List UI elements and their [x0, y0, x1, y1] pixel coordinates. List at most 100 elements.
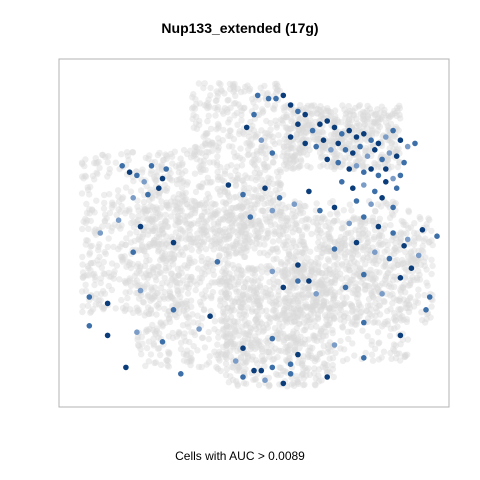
- background-cell-point: [175, 271, 182, 278]
- background-cell-point: [214, 222, 222, 229]
- background-cell-point: [145, 215, 152, 222]
- background-cell-point: [251, 292, 259, 299]
- background-cell-point: [205, 102, 212, 109]
- background-cell-point: [145, 338, 153, 345]
- background-cell-point: [181, 262, 188, 269]
- background-cell-point: [230, 100, 238, 107]
- background-cell-point: [188, 273, 195, 281]
- background-cell-point: [169, 295, 176, 302]
- background-cell-point: [169, 334, 177, 342]
- background-cell-point: [103, 215, 110, 222]
- background-cell-point: [144, 207, 151, 215]
- background-cell-point: [227, 283, 234, 290]
- background-cell-point: [267, 119, 274, 127]
- background-cell-point: [156, 211, 164, 218]
- background-cell-point: [297, 306, 304, 314]
- background-cell-point: [239, 228, 246, 235]
- background-cell-point: [278, 260, 285, 267]
- background-cell-point: [300, 238, 307, 246]
- background-cell-point: [150, 335, 157, 342]
- background-cell-point: [84, 217, 91, 224]
- background-cell-point: [297, 210, 304, 217]
- background-cell-point: [356, 265, 364, 272]
- background-cell-point: [411, 220, 418, 227]
- background-cell-point: [262, 293, 270, 300]
- background-cell-point: [226, 193, 233, 200]
- background-cell-point: [212, 201, 219, 208]
- background-cell-point: [88, 308, 95, 315]
- background-cell-point: [405, 225, 412, 232]
- background-cell-point: [134, 216, 142, 224]
- background-cell-point: [215, 355, 222, 362]
- background-cell-point: [174, 287, 181, 294]
- background-cell-point: [91, 281, 98, 289]
- background-cell-point: [101, 211, 109, 218]
- background-cell-point: [380, 225, 388, 232]
- background-cell-point: [361, 286, 369, 294]
- background-cell-point: [198, 183, 205, 191]
- background-cell-point: [179, 322, 187, 329]
- background-cell-point: [170, 254, 178, 262]
- background-cell-point: [327, 199, 334, 207]
- background-cell-point: [317, 327, 325, 335]
- background-cell-point: [139, 233, 146, 241]
- background-cell-point: [200, 295, 207, 302]
- background-cell-point: [221, 188, 228, 195]
- background-cell-point: [176, 218, 183, 225]
- background-cell-point: [292, 256, 299, 263]
- background-cell-point: [349, 318, 356, 325]
- background-cell-point: [250, 376, 257, 383]
- background-cell-point: [339, 239, 346, 247]
- background-cell-point: [417, 215, 424, 223]
- background-cell-point: [98, 303, 106, 310]
- background-cell-point: [326, 319, 334, 327]
- background-cell-point: [188, 105, 196, 112]
- background-cell-point: [301, 326, 309, 334]
- background-cell-point: [182, 300, 189, 307]
- background-cell-point: [292, 220, 299, 228]
- background-cell-point: [292, 225, 299, 233]
- background-cell-point: [269, 138, 277, 145]
- background-cell-point: [239, 304, 246, 311]
- background-cell-point: [185, 235, 192, 242]
- background-cell-point: [273, 297, 280, 305]
- background-cell-point: [369, 218, 377, 225]
- background-cell-point: [232, 92, 239, 100]
- background-cell-point: [403, 316, 410, 323]
- background-cell-point: [186, 259, 193, 266]
- background-cell-point: [367, 270, 374, 277]
- background-cell-point: [187, 240, 195, 248]
- background-cell-point: [230, 322, 238, 329]
- background-cell-point: [151, 239, 158, 247]
- background-cell-point: [354, 285, 361, 293]
- background-cell-point: [233, 239, 240, 246]
- background-cell-point: [374, 127, 381, 134]
- background-cell-point: [191, 150, 198, 158]
- high-auc-cell-point: [383, 134, 389, 140]
- background-cell-point: [237, 223, 244, 230]
- background-cell-point: [422, 235, 429, 242]
- background-cell-point: [233, 240, 240, 248]
- background-cell-point: [348, 207, 355, 214]
- background-cell-point: [99, 223, 106, 230]
- background-cell-point: [168, 270, 175, 278]
- high-auc-cell-point: [361, 182, 367, 188]
- background-cell-point: [93, 159, 101, 166]
- background-cell-point: [287, 224, 295, 231]
- background-cell-point: [273, 89, 280, 97]
- background-cell-point: [252, 176, 260, 184]
- background-cell-point: [157, 284, 165, 291]
- background-cell-point: [303, 215, 311, 222]
- background-cell-point: [308, 316, 315, 323]
- background-cell-point: [186, 338, 193, 346]
- background-cell-point: [200, 240, 207, 247]
- background-cell-point: [275, 173, 282, 181]
- background-cell-point: [417, 261, 425, 268]
- background-cell-point: [200, 231, 207, 238]
- background-cell-point: [302, 245, 309, 252]
- background-cell-point: [336, 288, 343, 296]
- background-cell-point: [352, 226, 359, 233]
- background-cell-point: [380, 348, 388, 355]
- background-cell-point: [106, 191, 113, 198]
- high-auc-cell-point: [251, 367, 257, 374]
